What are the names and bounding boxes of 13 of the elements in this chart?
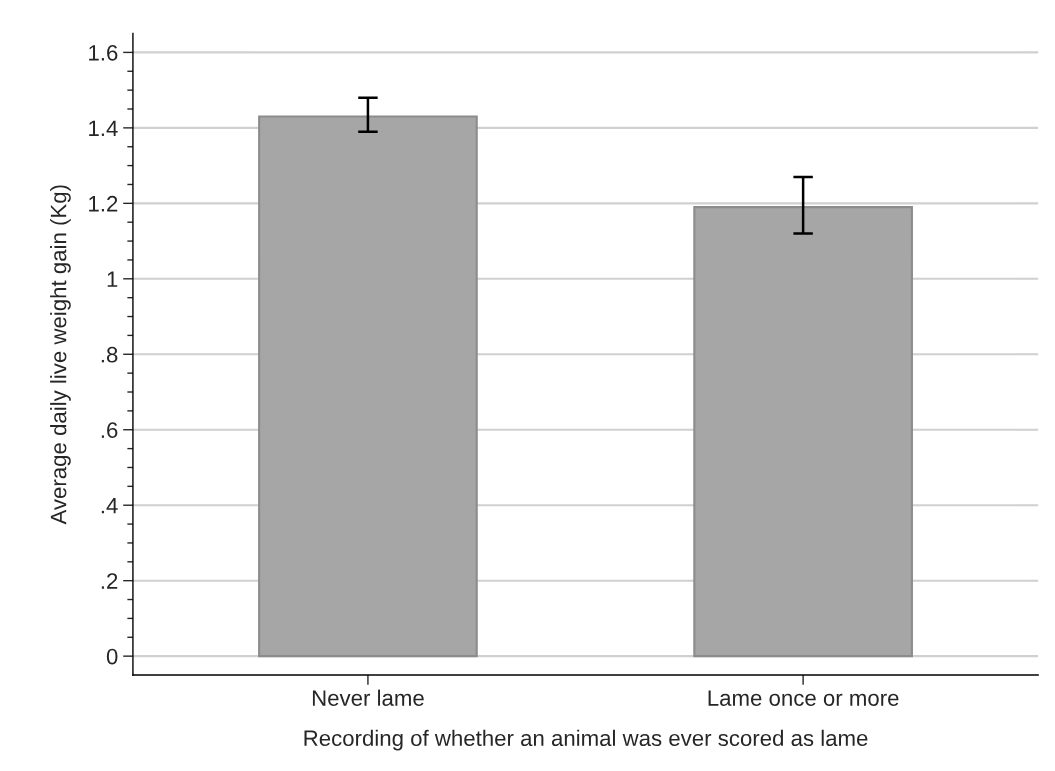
y-axis-title: Average daily live weight gain (Kg) (50, 185, 71, 525)
y-tick-label: 0 (106, 648, 118, 665)
y-tick-label: 1.2 (89, 195, 118, 212)
y-tick-label: .6 (101, 422, 118, 439)
x-tick-label: Lame once or more (708, 690, 899, 706)
y-tick-label: .4 (101, 497, 118, 514)
y-tick-label: 1.6 (89, 44, 118, 61)
y-tick-label: 1.4 (89, 120, 118, 136)
x-axis-title: Recording of whether an animal was ever scored as lame (304, 729, 868, 751)
y-tick-label: .2 (101, 573, 118, 589)
y-tick-label: .8 (101, 346, 118, 363)
x-tick-label: Never lame (312, 689, 424, 706)
y-tick-label: 1 (107, 271, 118, 287)
